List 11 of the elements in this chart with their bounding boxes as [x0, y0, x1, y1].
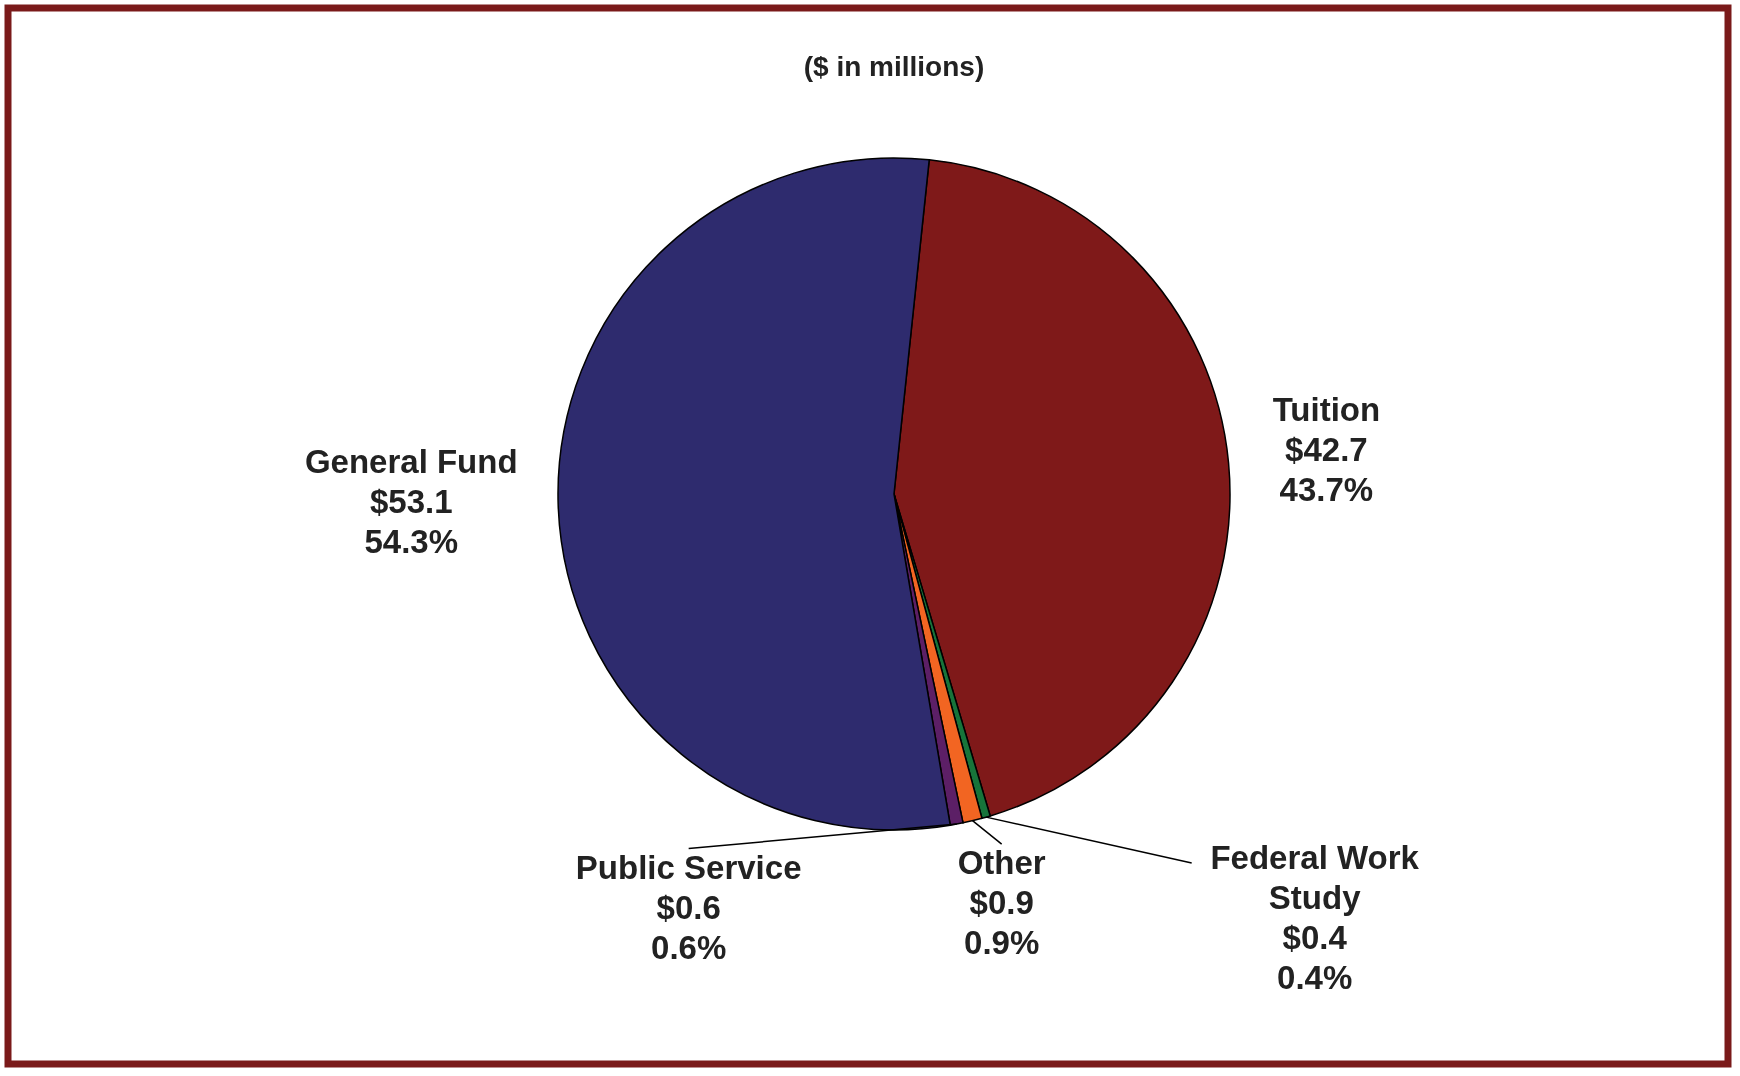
- chart-title: ($ in millions): [803, 51, 985, 82]
- data-label: $0.6 0.6%: [651, 888, 727, 966]
- slice-label: Tuition: [1272, 390, 1381, 428]
- slice-label: Public Service: [575, 848, 802, 886]
- slice-label: General Fund: [304, 443, 518, 481]
- slice-label: Other: [957, 844, 1046, 882]
- data-label: $42.7 43.7%: [1279, 430, 1374, 508]
- data-label: $0.9 0.9%: [964, 884, 1040, 962]
- slice-label: Federal Work Study: [1210, 838, 1420, 916]
- data-label: $0.4 0.4%: [1277, 918, 1353, 996]
- data-label: $53.1 54.3%: [364, 483, 459, 561]
